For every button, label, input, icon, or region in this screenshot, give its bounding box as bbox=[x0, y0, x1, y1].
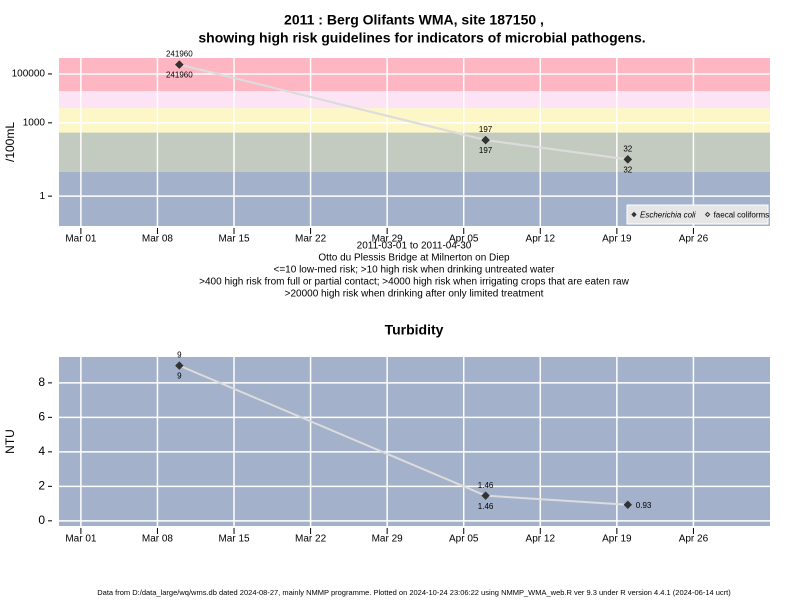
x-tick-label: Mar 15 bbox=[218, 534, 250, 545]
x-tick-label: Apr 12 bbox=[526, 234, 556, 245]
x-tick-label: Mar 22 bbox=[295, 234, 327, 245]
data-point bbox=[623, 155, 633, 164]
y-tick-label: 1 bbox=[39, 191, 45, 202]
value-label: 9 bbox=[177, 372, 182, 381]
risk-band bbox=[59, 108, 770, 133]
y-tick-label: 4 bbox=[38, 444, 45, 458]
legend-marker bbox=[704, 211, 711, 218]
chart-title: 2011 : Berg Olifants WMA, site 187150 , bbox=[284, 12, 544, 28]
value-label: 9 bbox=[177, 351, 182, 360]
x-tick-label: Apr 05 bbox=[449, 234, 479, 245]
value-label: 0.93 bbox=[636, 501, 652, 510]
plot-background bbox=[59, 357, 770, 526]
y-tick-label: 8 bbox=[38, 375, 45, 389]
x-tick-label: Mar 29 bbox=[372, 234, 404, 245]
y-tick-label: 2 bbox=[38, 479, 45, 493]
x-tick-label: Mar 15 bbox=[218, 234, 250, 245]
x-tick-label: Mar 08 bbox=[142, 534, 174, 545]
x-tick-label: Apr 26 bbox=[679, 234, 709, 245]
x-tick-label: Mar 08 bbox=[142, 234, 174, 245]
y-axis-label: NTU bbox=[3, 429, 17, 454]
footer: Data from D:/data_large/wq/wms.db dated … bbox=[97, 588, 731, 597]
note: >20000 high risk when drinking after onl… bbox=[285, 289, 544, 300]
y-tick-label: 1000 bbox=[23, 117, 46, 128]
value-label: 32 bbox=[623, 144, 632, 153]
x-tick-label: Mar 22 bbox=[295, 534, 327, 545]
value-label: 197 bbox=[479, 146, 493, 155]
value-label: 197 bbox=[479, 125, 493, 134]
data-point bbox=[175, 60, 184, 69]
x-tick-label: Apr 26 bbox=[679, 534, 709, 545]
y-tick-label: 100000 bbox=[12, 69, 46, 80]
risk-band bbox=[59, 132, 770, 172]
legend-label: Escherichia coli bbox=[640, 211, 696, 220]
legend-box bbox=[626, 204, 769, 225]
x-tick-label: Mar 01 bbox=[65, 534, 97, 545]
note: <=10 low-med risk; >10 high risk when dr… bbox=[274, 265, 556, 276]
y-tick-label: 6 bbox=[38, 410, 45, 424]
value-label: 32 bbox=[623, 165, 632, 174]
legend-label: faecal coliforms bbox=[714, 211, 770, 220]
note: 2011-03-01 to 2011-04-30 bbox=[357, 241, 472, 252]
value-label: 1.46 bbox=[478, 502, 494, 511]
value-label: 241960 bbox=[166, 50, 193, 59]
data-point bbox=[623, 500, 633, 509]
x-tick-label: Apr 19 bbox=[602, 234, 632, 245]
data-point bbox=[481, 135, 490, 145]
note: Otto du Plessis Bridge at Milnerton on D… bbox=[318, 253, 510, 264]
x-tick-label: Mar 01 bbox=[65, 234, 97, 245]
note: >400 high risk from full or partial cont… bbox=[199, 277, 629, 288]
data-point bbox=[481, 491, 490, 500]
chart-title: Turbidity bbox=[385, 322, 444, 338]
x-tick-label: Apr 05 bbox=[449, 534, 479, 545]
x-tick-label: Mar 29 bbox=[372, 534, 404, 545]
x-tick-label: Apr 19 bbox=[602, 534, 632, 545]
value-label: 1.46 bbox=[478, 481, 494, 490]
y-axis-label: /100mL bbox=[3, 122, 17, 162]
data-point bbox=[175, 361, 184, 370]
y-tick-label: 0 bbox=[38, 513, 45, 527]
chart-subtitle: showing high risk guidelines for indicat… bbox=[198, 30, 645, 46]
legend-marker bbox=[631, 211, 637, 218]
value-label: 241960 bbox=[166, 71, 193, 80]
risk-band bbox=[59, 91, 770, 109]
x-tick-label: Apr 12 bbox=[526, 534, 556, 545]
